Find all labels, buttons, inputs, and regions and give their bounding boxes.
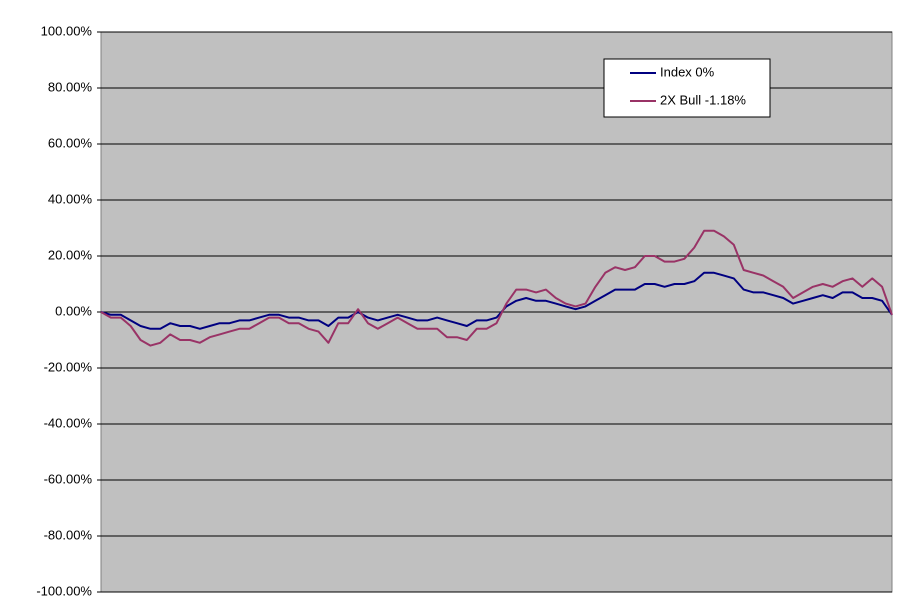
y-tick-label: 60.00% xyxy=(48,135,93,150)
y-tick-label: 20.00% xyxy=(48,247,93,262)
legend-label: 2X Bull -1.18% xyxy=(660,92,746,107)
y-tick-label: 40.00% xyxy=(48,191,93,206)
y-tick-label: 80.00% xyxy=(48,79,93,94)
legend-label: Index 0% xyxy=(660,64,715,79)
y-tick-label: -100.00% xyxy=(36,583,92,598)
legend-box xyxy=(603,58,771,118)
y-tick-label: -20.00% xyxy=(44,359,93,374)
y-tick-label: 100.00% xyxy=(41,23,93,38)
y-tick-label: 0.00% xyxy=(55,303,92,318)
y-tick-label: -60.00% xyxy=(44,471,93,486)
series-line xyxy=(100,271,893,330)
series-line xyxy=(100,229,893,347)
y-tick-label: -40.00% xyxy=(44,415,93,430)
y-tick-label: -80.00% xyxy=(44,527,93,542)
